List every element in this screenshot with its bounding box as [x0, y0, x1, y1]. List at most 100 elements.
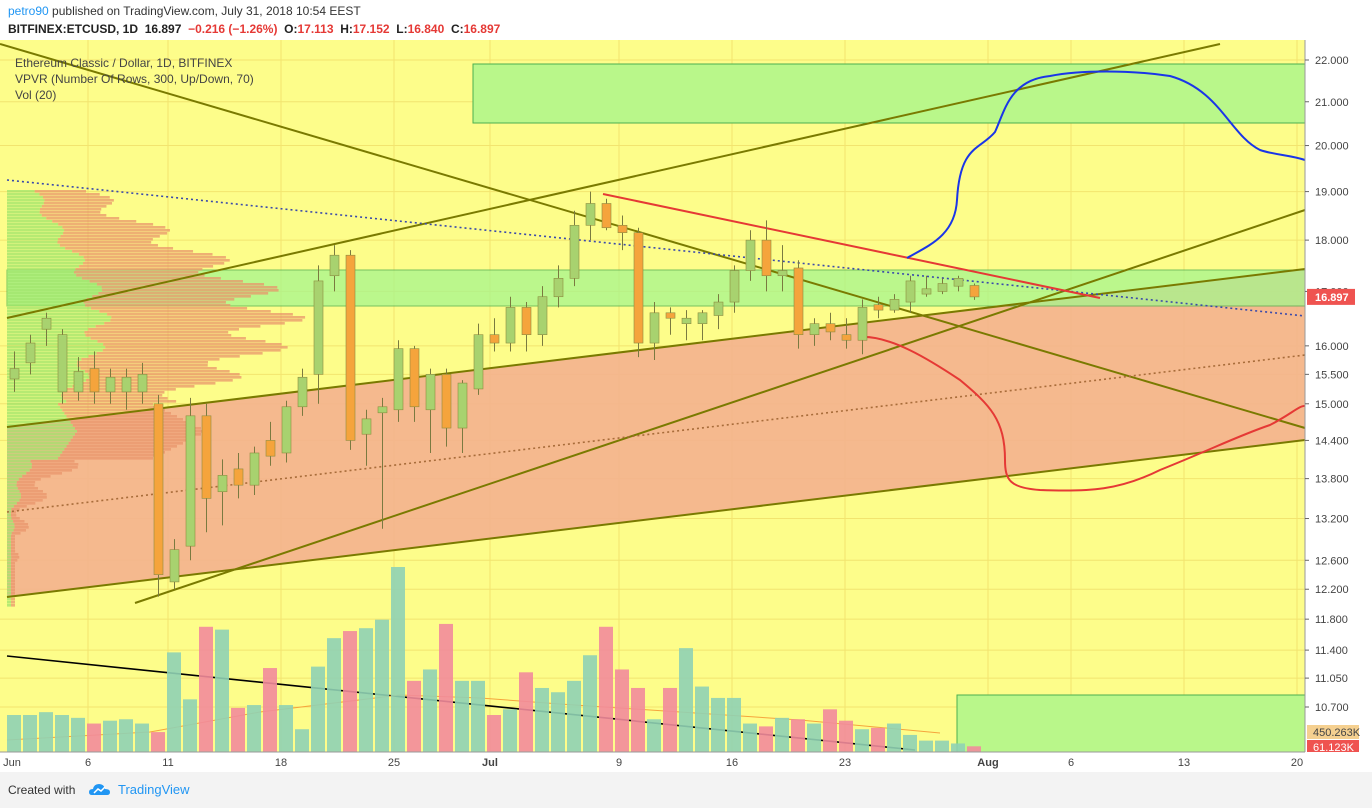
- vpvr-row-down: [96, 283, 265, 286]
- vpvr-row-up: [7, 517, 12, 520]
- legend-vol: Vol (20): [15, 88, 57, 102]
- open-label: O:: [284, 22, 298, 36]
- vpvr-row-up: [7, 562, 11, 565]
- vpvr-row-down: [83, 256, 226, 259]
- vpvr-row-down: [96, 352, 263, 355]
- chart-svg[interactable]: 22.00021.00020.00019.00018.00017.00016.0…: [0, 40, 1372, 772]
- vpvr-row-up: [7, 415, 67, 418]
- candle-body: [393, 348, 404, 411]
- vpvr-row-down: [11, 574, 15, 577]
- vpvr-row-down: [11, 508, 20, 511]
- vpvr-row-down: [58, 223, 154, 226]
- vpvr-row-down: [78, 253, 213, 256]
- vpvr-row-up: [7, 277, 82, 280]
- vpvr-row-down: [11, 511, 16, 514]
- vpvr-row-down: [11, 589, 15, 592]
- vpvr-row-down: [72, 250, 194, 253]
- candle-body: [473, 334, 484, 390]
- volume-bar: [375, 619, 389, 752]
- candle-body: [777, 270, 788, 277]
- candle-body: [505, 307, 516, 344]
- vpvr-row-down: [89, 376, 242, 379]
- tradingview-cloud-icon: [89, 784, 110, 795]
- vpvr-row-up: [7, 265, 80, 268]
- time-tick-label: 13: [1178, 757, 1190, 769]
- candle-body: [681, 317, 692, 324]
- vpvr-row-up: [7, 220, 53, 223]
- vpvr-row-down: [79, 265, 214, 268]
- price-tick-label: 14.400: [1315, 435, 1349, 447]
- volume-bar: [935, 740, 949, 752]
- vpvr-row-down: [43, 202, 112, 205]
- candle-body: [441, 374, 452, 429]
- vpvr-row-up: [7, 199, 45, 202]
- vpvr-row-down: [68, 442, 183, 445]
- vpvr-row-down: [11, 541, 15, 544]
- volume-bar: [567, 680, 581, 752]
- candle-body: [953, 278, 964, 287]
- volume-bar: [295, 729, 309, 752]
- vpvr-row-up: [7, 547, 11, 550]
- vpvr-row-up: [7, 367, 81, 370]
- vpvr-row-down: [11, 547, 15, 550]
- time-tick-label: Jul: [482, 757, 498, 769]
- vpvr-row-down: [74, 433, 201, 436]
- vpvr-row-up: [7, 202, 44, 205]
- last-price-label: 16.897: [1315, 292, 1349, 304]
- vpvr-row-down: [66, 388, 176, 391]
- vpvr-row-down: [95, 325, 261, 328]
- candle-body: [57, 334, 68, 393]
- vpvr-row-down: [88, 373, 240, 376]
- vpvr-row-up: [7, 412, 65, 415]
- vpvr-row-up: [7, 601, 11, 604]
- vpvr-row-down: [74, 427, 201, 430]
- price-tick-label: 21.000: [1315, 97, 1349, 109]
- volume-bar: [263, 668, 277, 752]
- vpvr-row-down: [77, 361, 209, 364]
- candle-body: [761, 239, 772, 277]
- vpvr-row-up: [7, 208, 40, 211]
- vpvr-row-up: [7, 544, 11, 547]
- time-tick-label: 25: [388, 757, 400, 769]
- vpvr-row-down: [84, 259, 230, 262]
- vpvr-row-down: [103, 343, 282, 346]
- candle-body: [569, 224, 580, 279]
- tradingview-brand[interactable]: TradingView: [118, 782, 190, 797]
- vpvr-row-up: [7, 250, 73, 253]
- vpvr-row-down: [39, 193, 100, 196]
- vpvr-row-down: [58, 238, 153, 241]
- price-tick-label: 19.000: [1315, 187, 1349, 199]
- vpvr-row-down: [11, 553, 19, 556]
- candle-body: [585, 203, 596, 226]
- volume-bar: [487, 715, 501, 752]
- low-label: L:: [396, 22, 408, 36]
- price-chart[interactable]: 22.00021.00020.00019.00018.00017.00016.0…: [0, 40, 1372, 772]
- volume-bar: [503, 709, 517, 752]
- vpvr-row-up: [7, 193, 40, 196]
- time-tick-label: 18: [275, 757, 287, 769]
- trendline-ascending-mid: [134, 209, 1306, 604]
- candle-body: [537, 296, 548, 335]
- vpvr-row-up: [7, 289, 103, 292]
- vpvr-row-up: [7, 532, 12, 535]
- vpvr-row-up: [7, 514, 11, 517]
- author-link[interactable]: petro90: [8, 4, 49, 18]
- high-value: 17.152: [352, 22, 390, 36]
- vpvr-row-down: [39, 211, 101, 214]
- candle-body: [89, 368, 100, 393]
- volume-bar: [631, 687, 645, 752]
- vpvr-row-down: [17, 487, 38, 490]
- candle-body: [521, 307, 532, 335]
- vpvr-row-down: [16, 484, 35, 487]
- candle-body: [361, 418, 372, 435]
- vpvr-row-up: [7, 340, 98, 343]
- volume-bar: [743, 723, 757, 752]
- vpvr-row-down: [77, 430, 207, 433]
- vpvr-row-up: [7, 580, 11, 583]
- volume-bar: [951, 743, 965, 752]
- vpvr-row-up: [7, 478, 19, 481]
- vpvr-row-down: [66, 415, 177, 418]
- vpvr-row-up: [7, 337, 91, 340]
- candle-body: [185, 415, 196, 547]
- volume-bar: [7, 715, 21, 752]
